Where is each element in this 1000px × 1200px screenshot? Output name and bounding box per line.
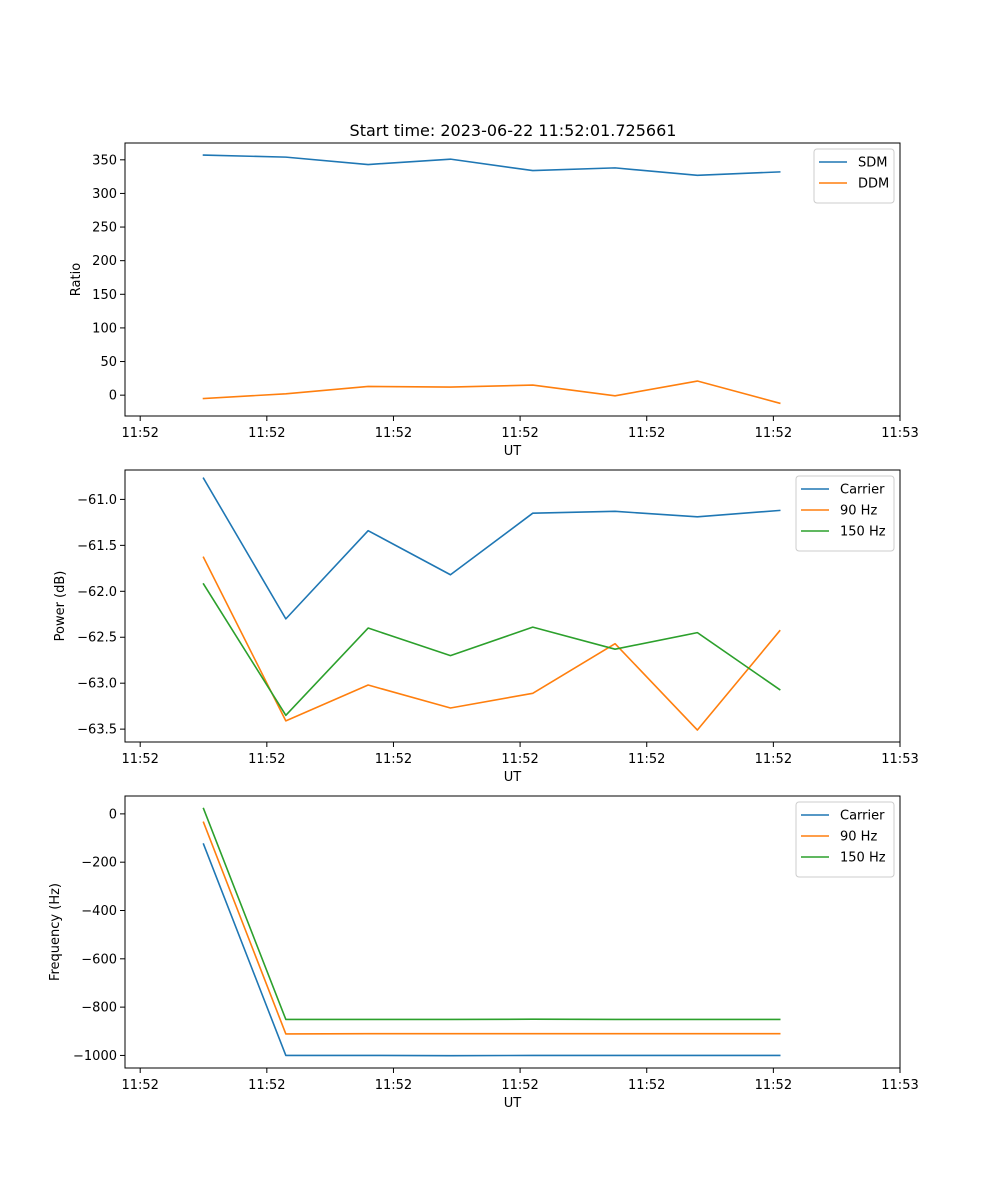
ratio-series-line-ddm bbox=[202, 380, 781, 405]
ratio-y-tick-label: 150 bbox=[92, 288, 117, 303]
power-y-tick-label: −61.0 bbox=[77, 493, 117, 508]
frequency-axes-frame bbox=[124, 795, 901, 1069]
ratio-panel: 11:52 11:52 11:52 11:52 11:52 11:52 11:53 0 50 10… bbox=[69, 142, 919, 459]
frequency-x-tick-label: 11:53 bbox=[881, 1078, 918, 1093]
frequency-y-tick-label: 0 bbox=[109, 807, 117, 822]
frequency-x-tick-label: 11:52 bbox=[755, 1078, 792, 1093]
ratio-legend-label: DDM bbox=[858, 177, 889, 192]
power-y-tick-label: −61.5 bbox=[77, 539, 117, 554]
power-y-tick-label: −63.0 bbox=[77, 677, 117, 692]
ratio-y-tick-label: 350 bbox=[92, 153, 117, 168]
power-legend-label: Carrier bbox=[840, 483, 885, 498]
power-legend bbox=[795, 475, 895, 552]
frequency-x-axis-label: UT bbox=[504, 1096, 522, 1111]
power-series-line-150-hz bbox=[202, 582, 781, 717]
frequency-y-tick-label: −400 bbox=[81, 904, 117, 919]
power-x-tick-label: 11:52 bbox=[628, 752, 665, 767]
ratio-y-tick-label: 50 bbox=[100, 355, 117, 370]
frequency-x-tick-label: 11:52 bbox=[501, 1078, 538, 1093]
ratio-series-line-sdm bbox=[202, 154, 781, 177]
ratio-x-tick-label: 11:52 bbox=[755, 426, 792, 441]
power-x-tick-label: 11:53 bbox=[881, 752, 918, 767]
power-y-axis-label: Power (dB) bbox=[53, 571, 68, 642]
frequency-legend-label: 90 Hz bbox=[840, 830, 877, 845]
frequency-y-tick-label: −800 bbox=[81, 1001, 117, 1016]
ratio-y-tick-label: 300 bbox=[92, 187, 117, 202]
ratio-x-tick-label: 11:52 bbox=[628, 426, 665, 441]
ratio-x-tick-label: 11:52 bbox=[501, 426, 538, 441]
frequency-legend-label: 150 Hz bbox=[840, 851, 886, 866]
power-x-tick-label: 11:52 bbox=[501, 752, 538, 767]
power-y-tick-label: −62.5 bbox=[77, 631, 117, 646]
frequency-x-tick-label: 11:52 bbox=[121, 1078, 158, 1093]
power-legend-label: 150 Hz bbox=[840, 525, 886, 540]
frequency-series-line-150-hz bbox=[202, 807, 781, 1021]
ratio-axes-frame bbox=[124, 142, 901, 417]
power-x-axis-label: UT bbox=[504, 770, 522, 785]
ratio-y-tick-label: 250 bbox=[92, 221, 117, 236]
frequency-x-tick-label: 11:52 bbox=[628, 1078, 665, 1093]
frequency-x-tick-label: 11:52 bbox=[375, 1078, 412, 1093]
power-series-line-90-hz bbox=[202, 556, 781, 731]
frequency-series-line-90-hz bbox=[202, 821, 781, 1035]
ratio-y-axis-label: Ratio bbox=[69, 263, 84, 296]
power-axes-frame bbox=[124, 469, 901, 743]
ratio-x-axis-label: UT bbox=[504, 444, 522, 459]
ratio-x-tick-label: 11:53 bbox=[881, 426, 918, 441]
frequency-legend-label: Carrier bbox=[840, 809, 885, 824]
power-series-line-carrier bbox=[202, 477, 781, 620]
power-x-tick-label: 11:52 bbox=[375, 752, 412, 767]
frequency-y-axis-label: Frequency (Hz) bbox=[48, 883, 63, 981]
ratio-y-tick-label: 200 bbox=[92, 254, 117, 269]
ratio-x-tick-label: 11:52 bbox=[248, 426, 285, 441]
ratio-y-tick-label: 0 bbox=[109, 389, 117, 404]
power-x-tick-label: 11:52 bbox=[755, 752, 792, 767]
power-x-tick-label: 11:52 bbox=[248, 752, 285, 767]
power-legend-label: 90 Hz bbox=[840, 504, 877, 519]
ratio-x-tick-label: 11:52 bbox=[121, 426, 158, 441]
power-x-tick-label: 11:52 bbox=[121, 752, 158, 767]
power-panel: 11:52 11:52 11:52 11:52 11:52 11:52 11:53 −63.5… bbox=[53, 469, 919, 785]
frequency-series-line-carrier bbox=[202, 843, 781, 1057]
power-y-tick-label: −62.0 bbox=[77, 585, 117, 600]
frequency-y-tick-label: −1000 bbox=[73, 1049, 117, 1064]
ratio-y-tick-label: 100 bbox=[92, 321, 117, 336]
frequency-y-tick-label: −200 bbox=[81, 856, 117, 871]
frequency-legend bbox=[795, 801, 895, 878]
frequency-y-tick-label: −600 bbox=[81, 952, 117, 967]
frequency-x-tick-label: 11:52 bbox=[248, 1078, 285, 1093]
ratio-x-tick-label: 11:52 bbox=[375, 426, 412, 441]
power-y-tick-label: −63.5 bbox=[77, 723, 117, 738]
frequency-panel: 11:52 11:52 11:52 11:52 11:52 11:52 11:53 −1000… bbox=[48, 795, 919, 1111]
ratio-legend-label: SDM bbox=[858, 156, 887, 171]
chart-title: Start time: 2023-06-22 11:52:01.725661 bbox=[350, 121, 677, 140]
